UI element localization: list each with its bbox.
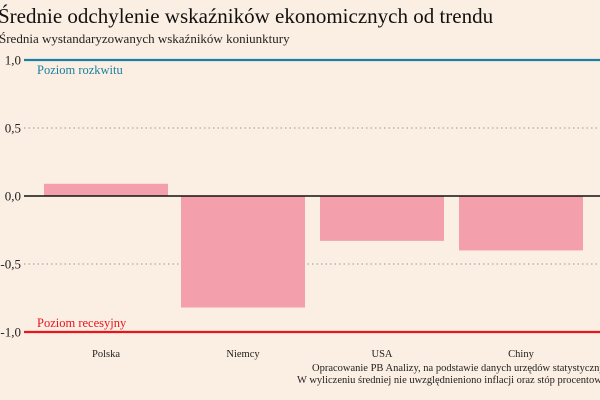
- bar-chiny: [459, 196, 583, 251]
- y-tick-label: 1,0: [5, 53, 21, 68]
- y-tick-label: -0,5: [0, 257, 21, 272]
- x-tick-label: USA: [371, 349, 392, 360]
- bar-polska: [44, 183, 168, 196]
- bar-usa: [320, 196, 444, 241]
- y-tick-label: -1,0: [0, 325, 21, 340]
- reference-label: Poziom rozkwitu: [37, 63, 124, 77]
- chart-subtitle: Średnia wystandaryzowanych wskaźników ko…: [0, 31, 290, 46]
- y-tick-label: 0,5: [5, 121, 21, 136]
- x-tick-label: Polska: [92, 349, 120, 360]
- x-tick-label: Chiny: [508, 349, 534, 360]
- y-tick-label: 0,0: [5, 189, 21, 204]
- chart-title: Średnie odchylenie wskaźników ekonomiczn…: [0, 4, 494, 28]
- reference-label: Poziom recesyjny: [37, 316, 127, 330]
- method-note: W wyliczeniu średniej nie uwzględnienion…: [297, 375, 600, 386]
- x-tick-label: Niemcy: [226, 349, 260, 360]
- source-note: Opracowanie PB Analizy, na podstawie dan…: [312, 363, 600, 374]
- bar-niemcy: [181, 196, 305, 308]
